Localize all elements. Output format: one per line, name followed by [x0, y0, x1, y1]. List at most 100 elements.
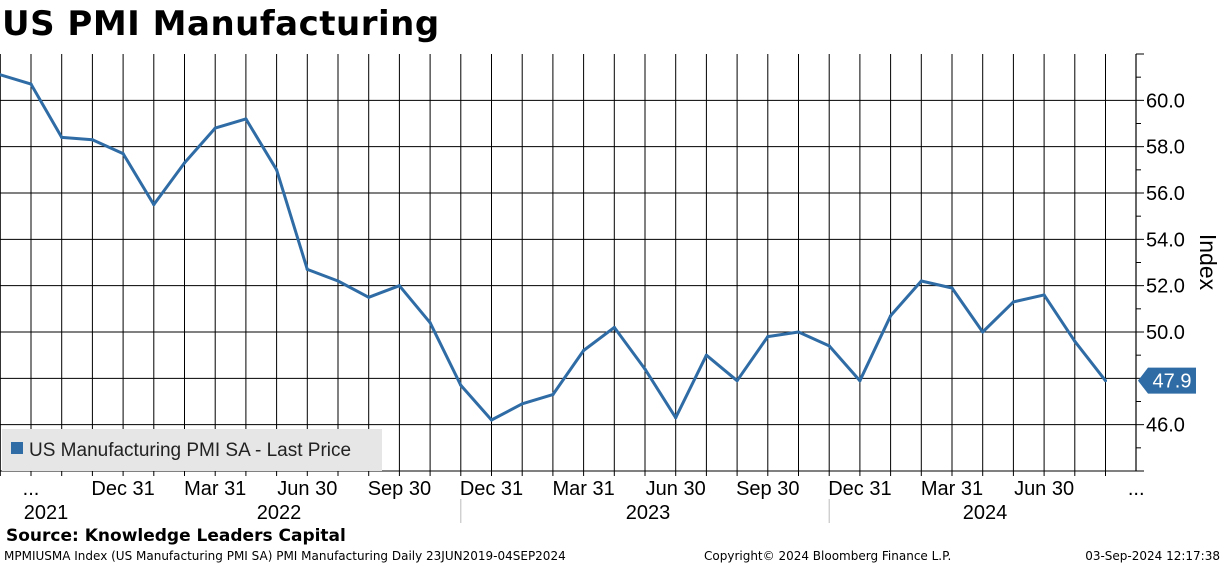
data-point — [1073, 339, 1077, 343]
data-point — [1012, 300, 1015, 304]
last-price-label: 47.9 — [1153, 371, 1192, 393]
data-point — [244, 117, 248, 121]
series-segment — [29, 82, 64, 139]
data-point — [766, 335, 770, 338]
y-tick-label: 52.0 — [1146, 276, 1185, 298]
legend-swatch — [11, 442, 23, 454]
series-segment — [90, 138, 125, 156]
legend-box — [2, 429, 382, 471]
data-point — [643, 367, 647, 371]
series-segment — [121, 152, 156, 207]
series-segment — [551, 349, 586, 397]
year-label: 2021 — [24, 502, 69, 524]
year-label: 2022 — [257, 502, 302, 524]
y-tick-label: 50.0 — [1146, 322, 1185, 344]
series-segment — [889, 279, 923, 318]
data-point — [367, 295, 371, 299]
data-point — [490, 418, 493, 422]
data-point — [919, 279, 923, 283]
y-axis: 46.048.050.052.054.056.058.060.0 — [1135, 53, 1185, 472]
data-point — [152, 203, 156, 207]
data-point — [674, 416, 678, 420]
data-point — [60, 136, 64, 139]
data-point — [91, 138, 94, 142]
x-tick-label: Dec 31 — [828, 478, 891, 500]
data-point — [735, 379, 739, 383]
x-tick-label: ... — [23, 478, 40, 500]
y-tick-label: 46.0 — [1146, 415, 1185, 437]
series-segment — [0, 73, 33, 86]
x-tick-label: Mar 31 — [921, 478, 983, 500]
series-segment — [981, 300, 1015, 334]
x-tick-label: Dec 31 — [91, 478, 154, 500]
series-segment — [305, 267, 340, 283]
data-point — [428, 321, 432, 325]
series-segment — [336, 279, 371, 299]
series-segment — [643, 367, 678, 420]
series-segment — [397, 284, 432, 325]
series-segment — [704, 353, 739, 383]
data-point — [398, 284, 401, 288]
data-point — [551, 393, 555, 396]
series-segment — [612, 325, 647, 371]
series-segment — [213, 117, 248, 130]
y-axis-label: Index — [1195, 234, 1221, 291]
data-point — [275, 168, 278, 172]
year-label: 2023 — [626, 502, 671, 524]
y-tick-label: 60.0 — [1146, 90, 1185, 112]
series-layer — [0, 73, 1107, 422]
data-point — [121, 152, 125, 156]
data-point — [336, 279, 340, 283]
series-segment — [1042, 293, 1077, 343]
footer-ticker: MPMIUSMA Index (US Manufacturing PMI SA)… — [4, 549, 566, 563]
source-note: Source: Knowledge Leaders Capital — [6, 526, 346, 546]
data-point — [0, 73, 2, 77]
data-point — [1104, 379, 1107, 383]
series-segment — [858, 314, 893, 383]
series-segment — [275, 168, 309, 271]
x-tick-label: Sep 30 — [736, 478, 799, 500]
x-tick-label: Dec 31 — [460, 478, 523, 500]
y-tick-label: 58.0 — [1146, 137, 1185, 159]
chart-title: US PMI Manufacturing — [2, 4, 440, 44]
series-segment — [827, 344, 862, 383]
data-point — [889, 314, 892, 318]
series-segment — [183, 126, 217, 165]
data-point — [705, 353, 708, 357]
legend[interactable]: US Manufacturing PMI SA - Last Price — [2, 429, 382, 471]
year-label: 2024 — [963, 502, 1008, 524]
x-tick-label: Jun 30 — [646, 478, 706, 500]
data-point — [459, 383, 463, 387]
series-segment — [950, 286, 985, 334]
data-point — [827, 344, 831, 348]
series-segment — [60, 135, 94, 142]
data-point — [981, 330, 985, 334]
series-segment — [582, 325, 616, 352]
x-tick-label: Jun 30 — [1014, 478, 1074, 500]
data-point — [213, 126, 217, 130]
legend-label: US Manufacturing PMI SA - Last Price — [29, 440, 351, 461]
data-point — [858, 379, 862, 383]
x-tick-label: Jun 30 — [277, 478, 337, 500]
data-point — [520, 402, 524, 406]
series-segment — [367, 284, 401, 299]
series-segment — [1011, 293, 1046, 304]
series-segment — [797, 330, 831, 348]
x-tick-label: Mar 31 — [552, 478, 614, 500]
y-tick-label: 54.0 — [1146, 229, 1185, 251]
series-segment — [428, 321, 463, 387]
x-tick-label: ... — [1128, 478, 1145, 500]
data-point — [183, 161, 186, 165]
series-segment — [735, 335, 770, 383]
last-price-badge-shape — [1138, 367, 1196, 394]
x-axis: ... Dec 31 Mar 31 Jun 30 Sep 30 Dec 31 Mar 31 J… — [0, 470, 1145, 524]
series-segment — [674, 353, 708, 420]
x-tick-label: Mar 31 — [184, 478, 246, 500]
x-tick-label: Sep 30 — [368, 478, 431, 500]
last-price-badge: 47.9 — [1138, 367, 1196, 394]
footer-copyright: Copyright© 2024 Bloomberg Finance L.P. — [704, 549, 952, 563]
series-segment — [459, 383, 493, 422]
footer-timestamp: 03-Sep-2024 12:17:38 — [1085, 549, 1220, 563]
series-segment — [490, 402, 524, 422]
